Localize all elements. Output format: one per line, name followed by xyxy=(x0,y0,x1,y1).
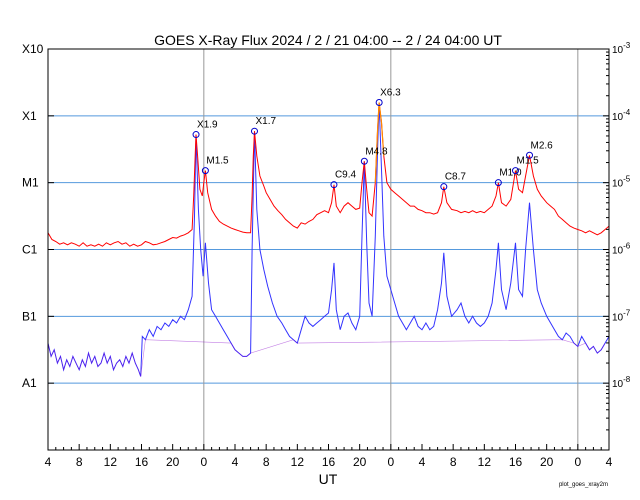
x-tick-label: 4 xyxy=(606,455,613,469)
flare-class-tick-label: A1 xyxy=(22,376,37,390)
flare-class-label: X1.7 xyxy=(255,116,276,127)
x-tick-label: 20 xyxy=(540,455,554,469)
flare-class-label: M4.8 xyxy=(365,146,388,157)
x-tick-label: 12 xyxy=(104,455,118,469)
flare-class-label: C9.4 xyxy=(335,170,357,181)
flare-class-tick-label: M1 xyxy=(22,176,39,190)
x-tick-label: 0 xyxy=(200,455,207,469)
flare-class-tick-label: B1 xyxy=(22,309,37,323)
flux-tick-label: 10-5 xyxy=(612,175,631,190)
short-channel-shading xyxy=(47,339,606,377)
x-tick-label: 20 xyxy=(166,455,180,469)
x-tick-label: 16 xyxy=(509,455,523,469)
x-tick-label: 16 xyxy=(135,455,149,469)
flare-class-label: X6.3 xyxy=(380,87,401,98)
x-tick-label: 8 xyxy=(263,455,270,469)
x-tick-label: 8 xyxy=(450,455,457,469)
grid-layer xyxy=(48,49,609,450)
flare-class-label: M2.6 xyxy=(531,140,554,151)
x-class-peak-highlight xyxy=(374,102,385,183)
x-tick-label: 20 xyxy=(353,455,367,469)
x-axis-label: UT xyxy=(319,471,338,487)
flare-class-tick-label: X1 xyxy=(22,109,37,123)
flare-peak-marker xyxy=(330,181,338,189)
flare-peak-marker xyxy=(494,179,502,187)
flare-class-label: M1.5 xyxy=(206,156,229,167)
flare-peak-marker xyxy=(360,157,368,165)
x-tick-label: 12 xyxy=(478,455,492,469)
flux-tick-label: 10-7 xyxy=(612,308,631,323)
bottom-axis-ticks: 4 8 12 16 20 0 4 8 12 16 20 0 4 8 12 16 20 0 4 xyxy=(45,444,613,469)
flare-marker-layer: X1.9M1.5X1.7C9.4M4.8X6.3C8.7 M1.0M1.5M2.6 xyxy=(192,87,554,191)
x-tick-label: 4 xyxy=(45,455,52,469)
flare-peak-marker xyxy=(512,167,519,175)
x-tick-label: 4 xyxy=(232,455,239,469)
flux-tick-label: 10-4 xyxy=(612,108,631,123)
flux-tick-label: 10-8 xyxy=(612,375,631,390)
flare-peak-marker xyxy=(526,151,534,159)
x-tick-label: 0 xyxy=(574,455,581,469)
series-layer xyxy=(47,102,610,377)
flare-class-label: M1.5 xyxy=(517,156,540,167)
x-tick-label: 0 xyxy=(387,455,394,469)
flare-class-tick-label: X10 xyxy=(22,42,44,56)
chart-title: GOES X-Ray Flux 2024 / 2 / 21 04:00 -- 2… xyxy=(154,32,502,48)
x-tick-label: 4 xyxy=(419,455,426,469)
flare-class-label: X1.9 xyxy=(197,120,218,131)
flare-peak-marker xyxy=(440,183,448,191)
flux-tick-label: 10-6 xyxy=(612,242,631,257)
flare-peak-marker xyxy=(250,127,258,135)
x-tick-label: 8 xyxy=(76,455,83,469)
flare-class-label: M1.0 xyxy=(499,168,522,179)
right-axis-flux-labels: 10-3 10-4 10-5 10-6 10-7 10-8 xyxy=(603,41,631,431)
flare-peak-marker xyxy=(201,167,209,175)
x-tick-label: 12 xyxy=(291,455,305,469)
long-channel-line xyxy=(47,102,610,247)
flare-class-label: C8.7 xyxy=(445,172,467,183)
x-tick-label: 16 xyxy=(322,455,336,469)
flare-peak-marker xyxy=(192,131,200,139)
flux-tick-label: 10-3 xyxy=(612,41,631,56)
plot-footnote: plot_goes_xray2m xyxy=(559,482,608,488)
flare-peak-marker xyxy=(375,98,383,106)
flare-class-tick-label: C1 xyxy=(22,243,38,257)
left-axis-class-labels: X10 X1 M1 C1 B1 A1 xyxy=(22,42,54,390)
